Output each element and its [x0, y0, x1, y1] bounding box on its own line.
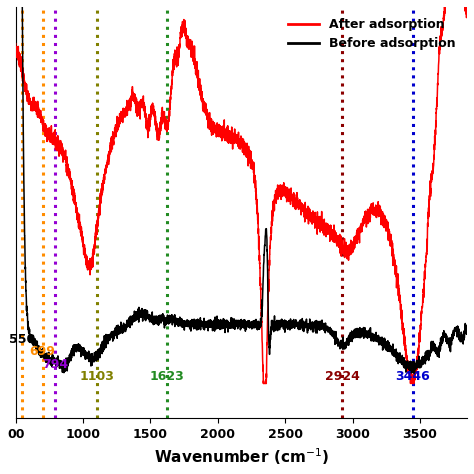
- Text: 1623: 1623: [150, 370, 184, 383]
- Text: 3446: 3446: [395, 370, 430, 383]
- Text: 550: 550: [9, 333, 36, 346]
- Legend: After adsorption, Before adsorption: After adsorption, Before adsorption: [283, 13, 461, 55]
- Text: 2924: 2924: [325, 370, 360, 383]
- Text: 1103: 1103: [80, 370, 114, 383]
- Text: 794: 794: [42, 358, 68, 371]
- Text: 699: 699: [29, 346, 55, 358]
- X-axis label: Wavenumber (cm$^{-1}$): Wavenumber (cm$^{-1}$): [154, 447, 329, 467]
